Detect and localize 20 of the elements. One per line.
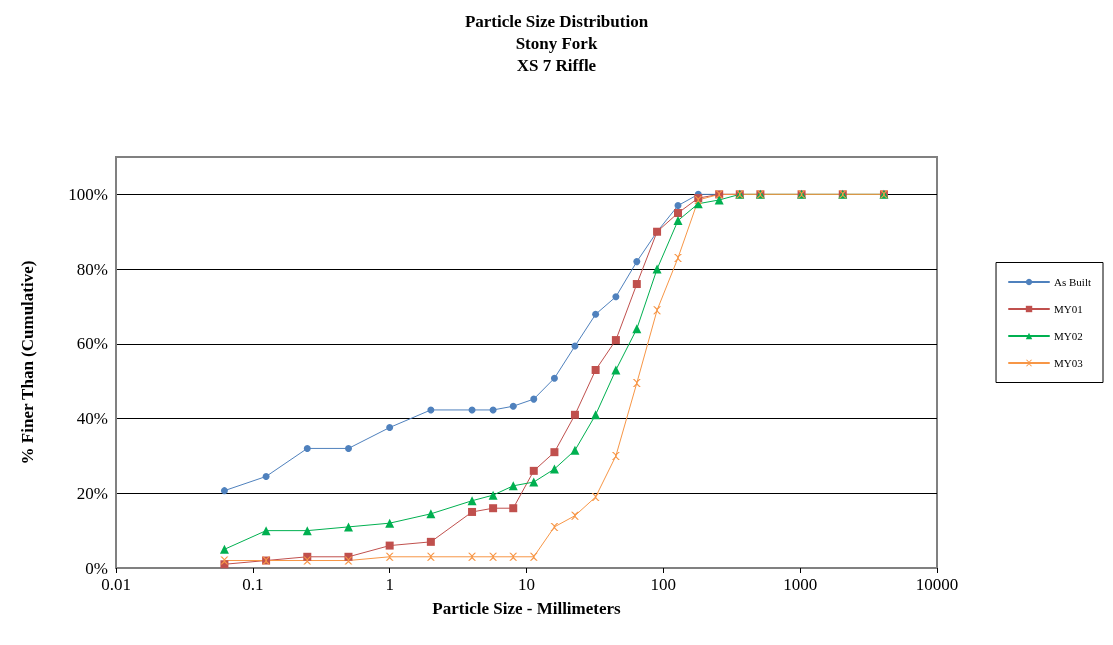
x-tick-label: 1 [385,575,394,594]
legend-label: MY03 [1054,357,1084,369]
x-tick-label: 10 [518,575,535,594]
x-tick-label: 1000 [783,575,818,594]
legend-label: MY01 [1054,303,1083,315]
legend-label: As Built [1054,276,1091,288]
y-tick-label: 0% [85,558,108,578]
chart-title: Particle Size Distribution Stony Fork XS 7 Riffle [464,11,649,75]
x-tick-label: 0.1 [242,575,264,594]
y-tick-label: 80% [76,259,108,279]
x-axis-title: Particle Size - Millimeters [432,599,622,618]
y-tick-label: 100% [68,184,108,204]
x-tick-label: 100 [650,575,677,594]
y-tick-label: 60% [76,334,108,354]
x-tick-label: 10000 [915,575,959,594]
legend-label: MY02 [1054,330,1083,342]
y-tick-label: 40% [76,409,108,429]
y-axis-title: % Finer Than (Cumulative) [18,260,37,465]
x-tick-label: 0.01 [101,575,131,594]
y-tick-label: 20% [76,483,108,503]
